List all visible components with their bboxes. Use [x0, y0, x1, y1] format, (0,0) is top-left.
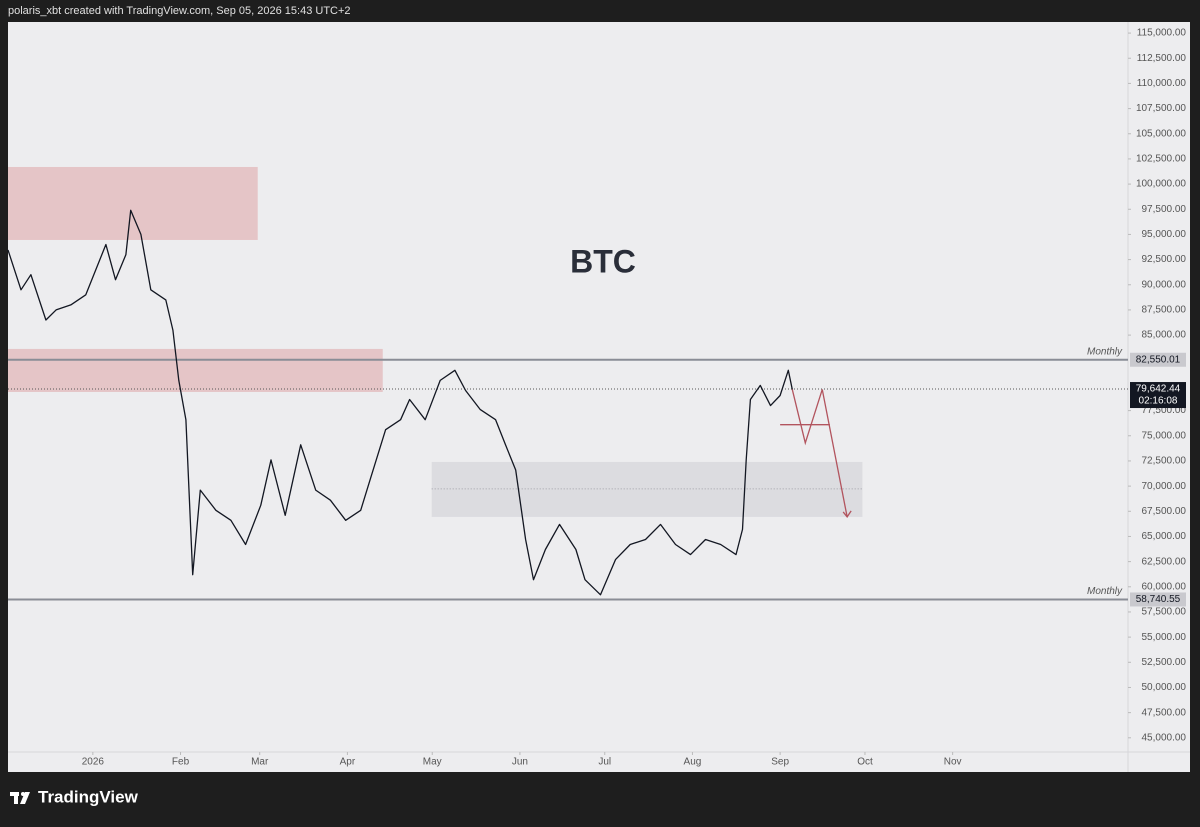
level-tag	[1130, 352, 1186, 367]
y-tick-label: 102,500.00	[1136, 154, 1186, 165]
y-tick-label: 70,000.00	[1142, 481, 1187, 492]
zone	[431, 461, 863, 517]
projection-arrow	[842, 510, 852, 519]
level-label: Monthly	[1087, 586, 1123, 597]
header-text: polaris_xbt created with TradingView.com…	[8, 5, 351, 17]
y-tick-label: 65,000.00	[1142, 531, 1187, 542]
level-label: Monthly	[1087, 346, 1123, 357]
chart-title: BTC	[570, 243, 636, 279]
x-tick-label: Oct	[857, 757, 873, 768]
y-tick-label: 62,500.00	[1142, 556, 1187, 567]
y-tick-label: 105,000.00	[1136, 128, 1186, 139]
y-tick-label: 90,000.00	[1142, 279, 1187, 290]
x-tick-label: Nov	[944, 757, 962, 768]
price-line	[7, 209, 793, 596]
y-tick-label: 60,000.00	[1142, 581, 1187, 592]
y-tick-label: 112,500.00	[1137, 53, 1187, 64]
projection-path	[791, 389, 848, 518]
x-tick-label: Jul	[598, 757, 611, 768]
y-tick-label: 92,500.00	[1142, 254, 1187, 265]
x-tick-label: Apr	[340, 757, 356, 768]
level-value: 82,550.01	[1136, 354, 1181, 365]
x-tick-label: Sep	[771, 757, 789, 768]
y-tick-label: 75,000.00	[1142, 430, 1187, 441]
x-tick-label: 2026	[82, 757, 105, 768]
y-tick-label: 47,500.00	[1142, 707, 1187, 718]
y-tick-label: 115,000.00	[1137, 28, 1187, 39]
x-tick-label: Mar	[251, 757, 269, 768]
last-price-tag	[1130, 382, 1186, 409]
y-tick-label: 95,000.00	[1142, 229, 1187, 240]
tv-logo	[10, 792, 30, 804]
brand: TradingView	[38, 787, 139, 806]
level-tag	[1130, 592, 1186, 607]
x-tick-label: Aug	[684, 757, 702, 768]
y-tick-label: 110,000.00	[1137, 78, 1187, 89]
y-tick-label: 85,000.00	[1142, 330, 1187, 341]
zone	[8, 348, 383, 392]
last-price-value: 79,642.44	[1136, 384, 1181, 395]
y-tick-label: 52,500.00	[1142, 657, 1187, 668]
y-tick-label: 55,000.00	[1142, 632, 1187, 643]
x-tick-label: May	[423, 757, 442, 768]
y-tick-label: 67,500.00	[1142, 506, 1187, 517]
y-tick-label: 97,500.00	[1142, 204, 1187, 215]
y-tick-label: 87,500.00	[1142, 305, 1187, 316]
level-value: 58,740.55	[1136, 594, 1181, 605]
y-tick-label: 45,000.00	[1142, 732, 1187, 743]
countdown: 02:16:08	[1139, 396, 1178, 407]
y-tick-label: 77,500.00	[1142, 405, 1187, 416]
y-tick-label: 72,500.00	[1142, 456, 1187, 467]
x-tick-label: Jun	[512, 757, 528, 768]
zone	[8, 166, 258, 240]
x-tick-label: Feb	[172, 757, 190, 768]
y-tick-label: 100,000.00	[1136, 179, 1186, 190]
plot-background	[8, 22, 1190, 772]
y-tick-label: 50,000.00	[1142, 682, 1187, 693]
y-tick-label: 57,500.00	[1142, 607, 1187, 618]
y-tick-label: 107,500.00	[1136, 103, 1186, 114]
